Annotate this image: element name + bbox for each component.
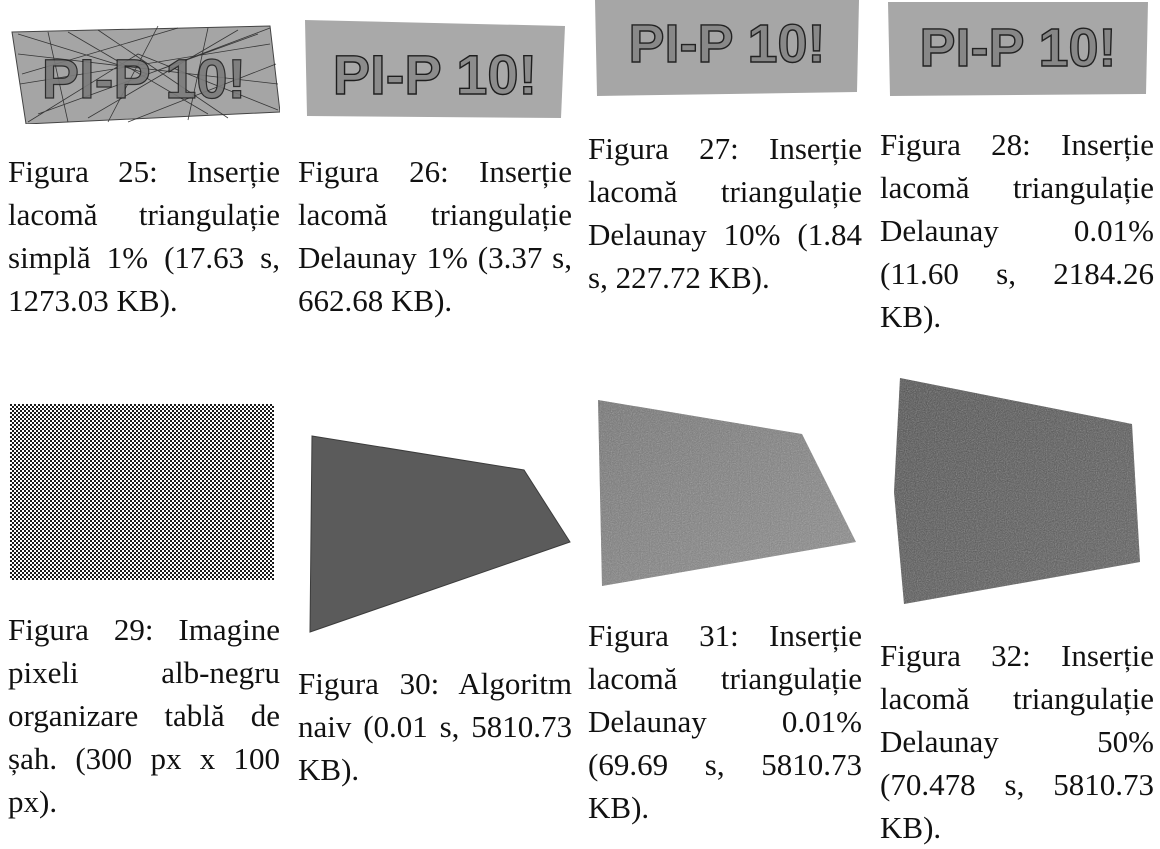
figure-28-render-label: PI-P 10!	[919, 18, 1116, 78]
figure-30-caption: Figura 30: Algoritm naiv (0.01 s, 5810.7…	[298, 666, 572, 787]
figure-26-image: PI-P 10!	[303, 18, 567, 122]
figure-32-image	[892, 376, 1148, 608]
figure-25-render-label: PI-P 10!	[42, 47, 246, 110]
figure-25-image: PI-P 10!	[8, 14, 280, 124]
figure-27-image: PI-P 10!	[595, 0, 859, 96]
figure-30-image	[300, 434, 572, 634]
figure-31-image	[596, 398, 858, 588]
figure-28-image: PI-P 10!	[888, 2, 1148, 96]
figure-28-caption: Figura 28: Inserție lacomă triangulație …	[880, 127, 1154, 334]
figure-25-caption: Figura 25: Inserție lacomă triangulație …	[8, 154, 280, 318]
figure-26-render-label: PI-P 10!	[333, 43, 537, 106]
figure-29-caption: Figura 29: Imagine pixeli alb-negru orga…	[8, 612, 280, 819]
figure-31-caption: Figura 31: Inserție lacomă triangulație …	[588, 618, 862, 825]
figure-26-caption: Figura 26: Inserție lacomă triangulație …	[298, 154, 572, 318]
figure-32-caption: Figura 32: Inserție lacomă triangulație …	[880, 638, 1154, 845]
figure-29-image	[10, 404, 274, 580]
figure-27-caption: Figura 27: Inserție lacomă triangulație …	[588, 131, 862, 295]
figure-27-render-label: PI-P 10!	[628, 14, 825, 74]
